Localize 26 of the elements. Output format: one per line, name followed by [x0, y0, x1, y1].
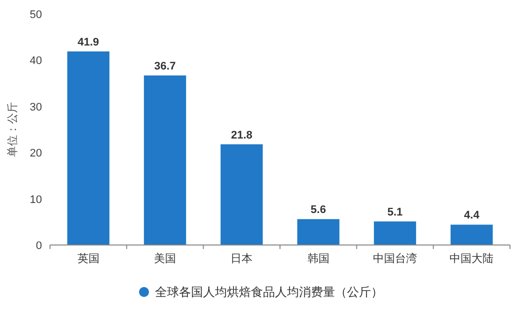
- data-label: 4.4: [464, 210, 480, 222]
- data-label: 36.7: [154, 60, 176, 72]
- y-tick-label: 30: [30, 101, 42, 114]
- y-tick-label: 20: [30, 148, 42, 160]
- x-tick-label: 日本: [230, 252, 253, 265]
- y-tick-label: 40: [30, 55, 42, 68]
- y-tick-label: 0: [36, 240, 42, 252]
- bar: [374, 221, 416, 245]
- data-label: 21.8: [230, 129, 252, 142]
- bar: [220, 144, 263, 245]
- legend-label: 全球各国人均烘焙食品人均消费量（公斤）: [155, 285, 383, 299]
- y-axis-title: 单位：公斤: [6, 102, 19, 157]
- data-label: 5.6: [310, 204, 326, 216]
- x-tick-label: 中国台湾: [373, 252, 417, 265]
- data-label: 41.9: [78, 36, 100, 48]
- data-label: 5.1: [387, 206, 403, 218]
- x-tick-label: 美国: [154, 252, 176, 265]
- bar: [450, 224, 493, 245]
- bar: [144, 75, 186, 245]
- x-tick-label: 英国: [77, 252, 100, 265]
- bar: [67, 51, 110, 245]
- x-tick-label: 中国大陆: [450, 252, 494, 265]
- x-tick-label: 韩国: [307, 252, 330, 265]
- y-tick-label: 10: [30, 194, 42, 206]
- y-tick-label: 50: [30, 9, 42, 21]
- bar: [297, 219, 340, 245]
